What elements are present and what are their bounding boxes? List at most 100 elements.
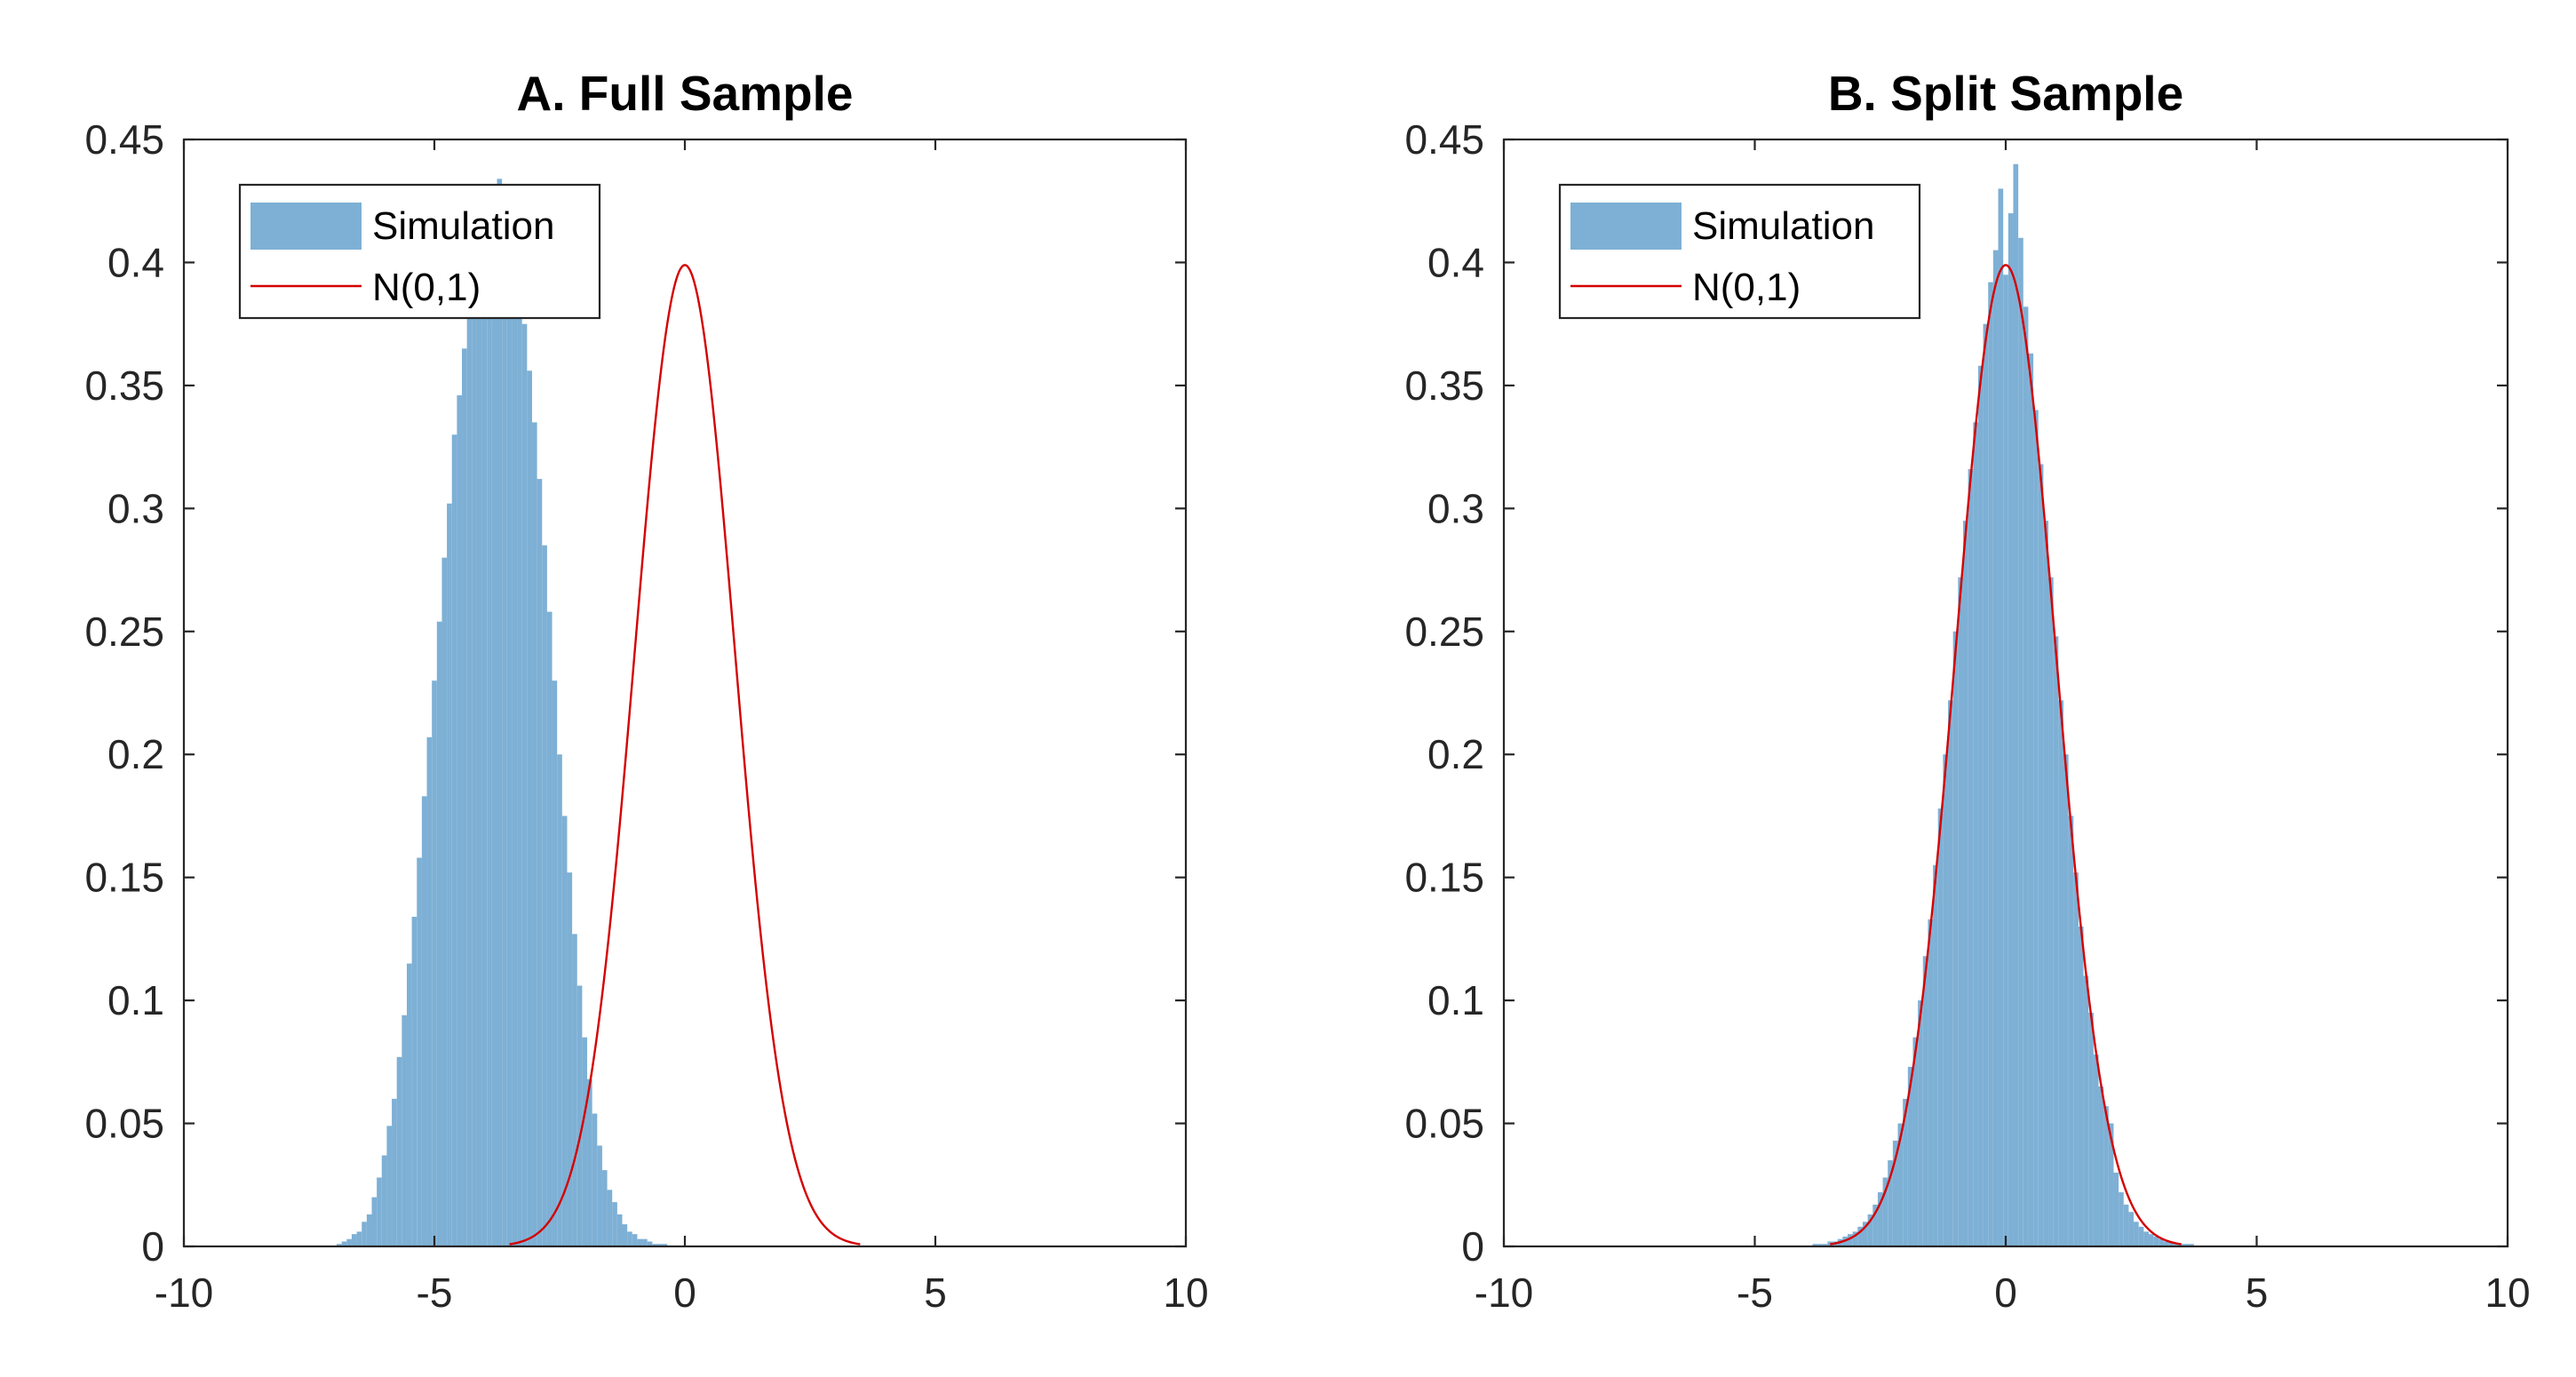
histogram-bar xyxy=(1848,1234,1853,1246)
y-tick-label: 0.15 xyxy=(84,855,164,901)
histogram-bar xyxy=(2048,577,2054,1246)
histogram-bar xyxy=(546,611,553,1246)
histogram-bar xyxy=(2063,754,2069,1246)
legend-swatch-histogram xyxy=(1570,203,1682,250)
histogram-bar xyxy=(436,621,442,1246)
chart-title: B. Split Sample xyxy=(1828,66,2183,121)
histogram-bar xyxy=(1973,422,1978,1246)
histogram-bar xyxy=(1918,1000,1923,1246)
histogram-bar xyxy=(2168,1241,2174,1246)
histogram-bar xyxy=(371,1197,378,1246)
y-tick-label: 0.2 xyxy=(107,731,164,777)
chart-panel-a: -10 -5 0 5 10 0 0.05 0.1 0.15 0.2 0.25 0.3 0.35 0.4 0.… xyxy=(84,66,1208,1316)
legend: Simulation N(0,1) xyxy=(238,183,601,320)
histogram-bar xyxy=(2183,1244,2190,1246)
histogram-bar xyxy=(1877,1192,1883,1246)
y-tick-label: 0.25 xyxy=(84,609,164,655)
y-tick-label: 0.3 xyxy=(107,485,164,531)
histogram-bar xyxy=(597,1145,602,1246)
x-tick-label: -5 xyxy=(417,1270,453,1316)
histogram-bar xyxy=(2058,700,2063,1246)
histogram-bar xyxy=(542,545,547,1246)
histogram-bar xyxy=(2013,163,2019,1247)
histogram-bar xyxy=(627,1231,632,1246)
histogram-bar xyxy=(607,1190,613,1246)
histogram-bar xyxy=(386,1126,393,1246)
histogram-bar xyxy=(1897,1123,1904,1246)
histogram-bar xyxy=(1882,1177,1888,1246)
histogram-bar xyxy=(2163,1241,2169,1246)
y-tick-label: 0.1 xyxy=(1427,977,1484,1023)
x-tick-label: 10 xyxy=(1163,1270,1208,1316)
histogram-bar xyxy=(2119,1192,2124,1246)
histogram-bar xyxy=(1852,1231,1858,1246)
histogram-bar xyxy=(642,1238,648,1246)
normal-curve-line xyxy=(1830,264,2182,1246)
histogram-bar xyxy=(1962,521,1968,1246)
histogram-bar xyxy=(557,754,562,1246)
histogram-bar xyxy=(2083,975,2089,1246)
histogram-bar xyxy=(537,479,543,1246)
histogram-bar xyxy=(2068,816,2074,1246)
histogram-bar xyxy=(432,681,437,1246)
histogram-bar xyxy=(2143,1231,2150,1246)
legend-swatch-histogram xyxy=(250,203,362,250)
histogram-bar xyxy=(381,1155,387,1246)
histogram-bar xyxy=(2033,410,2039,1247)
histogram-bar xyxy=(2018,237,2023,1246)
histogram-bar xyxy=(402,1015,407,1246)
histogram-bar xyxy=(1812,1244,1818,1246)
histogram-bar xyxy=(1817,1244,1823,1246)
histogram-bar xyxy=(637,1238,643,1246)
histogram-bar xyxy=(622,1224,628,1246)
histogram-bar xyxy=(2003,275,2008,1247)
histogram-bar xyxy=(2088,1012,2094,1246)
histogram-bar xyxy=(1977,365,1984,1246)
histogram-bar xyxy=(356,1231,362,1246)
histogram-bar xyxy=(552,681,558,1246)
histogram-bar xyxy=(1958,577,1963,1246)
histogram-bar xyxy=(2134,1222,2139,1246)
histogram-bar xyxy=(2028,353,2034,1247)
histogram-bar xyxy=(472,272,477,1246)
histogram-bar xyxy=(462,348,467,1246)
histogram-bar xyxy=(561,816,568,1246)
x-tick-label: -5 xyxy=(1737,1270,1773,1316)
histogram-bar xyxy=(2038,464,2044,1246)
histogram-bar xyxy=(2103,1106,2109,1246)
histogram-bar xyxy=(601,1170,608,1246)
histogram-bar xyxy=(1992,250,1999,1247)
histogram-bar xyxy=(2123,1204,2129,1246)
histogram-bar xyxy=(582,1037,588,1246)
histogram-bar xyxy=(396,1056,402,1246)
y-tick-label: 0.05 xyxy=(1404,1101,1484,1147)
histogram-bar xyxy=(1943,754,1949,1246)
y-tick-label: 0.45 xyxy=(84,116,164,163)
histogram-bar xyxy=(1922,956,1928,1246)
y-tick-label: 0.05 xyxy=(84,1101,164,1147)
legend: Simulation N(0,1) xyxy=(1558,183,1921,320)
y-tick-label: 0 xyxy=(141,1223,164,1270)
histogram-bar xyxy=(656,1244,663,1246)
histogram-bar xyxy=(1998,188,2004,1246)
histogram-bar xyxy=(476,250,482,1247)
histogram-bar xyxy=(426,736,433,1246)
y-tick-label: 0.3 xyxy=(1427,485,1484,531)
histogram-bar xyxy=(616,1214,623,1246)
histogram-bar xyxy=(506,213,513,1247)
histogram-bar xyxy=(1857,1226,1863,1246)
histogram-bar xyxy=(2023,306,2029,1247)
histogram-bar xyxy=(1983,323,1989,1247)
y-tick-label: 0.25 xyxy=(1404,609,1484,655)
histogram-bar xyxy=(1937,808,1944,1246)
histogram-bar xyxy=(441,557,448,1246)
histogram-bar xyxy=(1928,919,1934,1246)
x-tick-label: 10 xyxy=(2485,1270,2530,1316)
histogram-bar xyxy=(346,1238,352,1246)
histogram-bar xyxy=(576,985,583,1246)
y-tick-label: 0.35 xyxy=(1404,362,1484,409)
histogram-bar xyxy=(497,179,503,1246)
histogram-bar xyxy=(451,434,457,1246)
legend-label-simulation: Simulation xyxy=(1692,204,1874,248)
histogram-bars xyxy=(1812,163,2194,1247)
